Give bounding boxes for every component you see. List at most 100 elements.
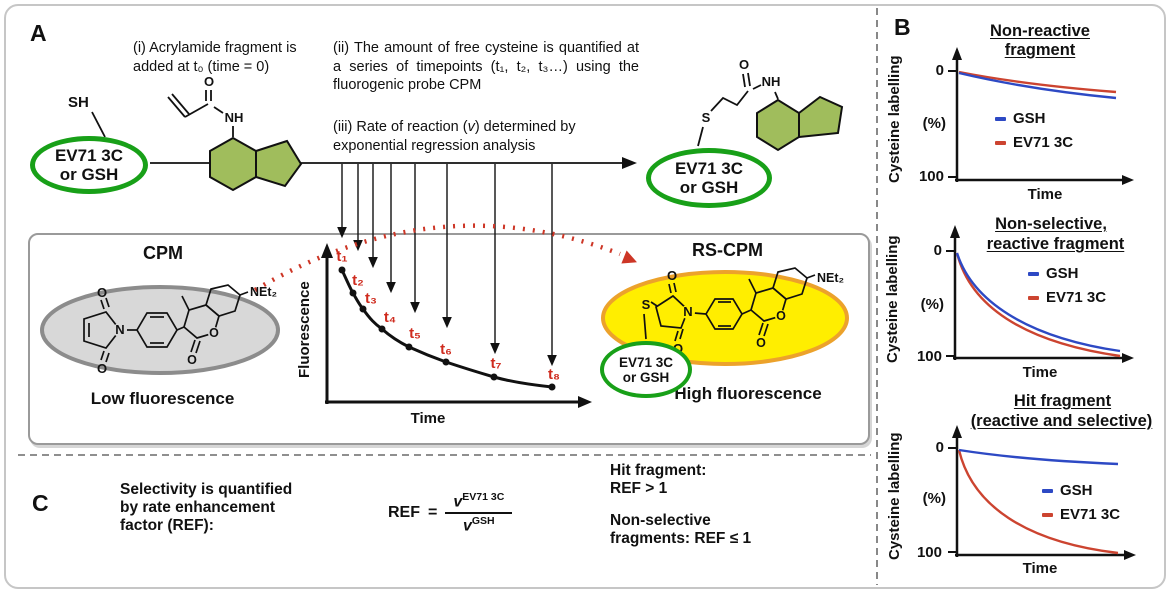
decay-curve-points <box>338 266 556 391</box>
timepoint-label-t1: t₁ <box>336 248 347 265</box>
atom-o: O <box>667 268 677 283</box>
timepoint-label-t6: t₆ <box>440 341 452 358</box>
curve-ev71 <box>955 252 1121 358</box>
ev71-line-swatch <box>995 140 1006 145</box>
plot2-ylabel: Cysteine labelling <box>884 235 901 363</box>
timepoint-label-t7: t₇ <box>491 355 502 372</box>
plot1-legend: GSH EV71 3C <box>995 110 1073 158</box>
plot-hit-fragment <box>948 425 1136 560</box>
ev71-line-swatch <box>1042 512 1053 517</box>
atom-o: O <box>209 326 219 340</box>
plot3-ymid: (%) <box>922 490 946 507</box>
step3-text: (iii) Rate of reaction (v) determined by… <box>333 119 576 154</box>
plot1-ytop: 0 <box>935 62 944 79</box>
curve-gsh <box>955 252 1121 353</box>
ref-formula: REF = vEV71 3C vGSH <box>388 491 513 536</box>
panel-b-label: B <box>894 14 911 40</box>
plot3-title-line1: Hit fragment <box>1013 392 1112 410</box>
plot2-xlabel: Time <box>1022 364 1058 381</box>
timepoint-label-t4: t₄ <box>384 309 396 326</box>
legend-item-ev71: EV71 3C <box>1042 506 1120 523</box>
plot3-ybottom: 100 <box>916 544 942 561</box>
plot3-ylabel: Cysteine labelling <box>886 432 903 560</box>
cpm-structure: N O O O O NEt₂ <box>40 284 280 376</box>
curve-gsh <box>958 71 1117 100</box>
timepoint-sampling-arrows <box>337 164 557 367</box>
rate-symbol-v: v <box>467 119 475 135</box>
plot3-ytop: 0 <box>935 439 944 456</box>
plot2-ybottom: 100 <box>916 348 942 365</box>
atom-o: O <box>187 353 197 367</box>
atom-net2: NEt₂ <box>817 271 844 285</box>
curve-ev71 <box>957 449 1119 555</box>
atom-o: O <box>97 361 107 376</box>
product-oval: EV71 3C or GSH <box>646 148 772 208</box>
ref-description: Selectivity is quantified by rate enhanc… <box>120 481 293 534</box>
formula-lhs: REF <box>388 504 420 522</box>
panel-c-label: C <box>32 490 49 516</box>
formula-numerator: vEV71 3C <box>445 491 513 515</box>
product-adduct-structure: S O NH <box>697 57 844 152</box>
plot3-legend: GSH EV71 3C <box>1042 482 1120 530</box>
timepoint-label-t2: t₂ <box>352 272 364 289</box>
plot2-ytop: 0 <box>933 242 942 259</box>
timepoint-label-t5: t₅ <box>409 325 421 342</box>
plot1-ymid: (%) <box>922 115 946 132</box>
plot-non-selective <box>946 225 1134 363</box>
atom-n: N <box>683 304 692 319</box>
plot1-title-line2: fragment <box>1004 41 1076 59</box>
fluorescence-decay-plot: t₁ t₂ t₃ t₄ t₅ t₆ t₇ t₈ <box>321 243 592 408</box>
atom-s: S <box>642 297 651 312</box>
panel-a-label: A <box>30 20 47 46</box>
formula-denominator: vGSH <box>462 515 495 535</box>
plot-non-reactive <box>948 47 1134 185</box>
atom-nh: NH <box>762 74 781 89</box>
plot1-ylabel: Cysteine labelling <box>886 55 903 183</box>
plot2-legend: GSH EV71 3C <box>1028 265 1106 313</box>
cpm-caption: Low fluorescence <box>90 389 235 408</box>
plot2-title-line1: Non-selective, <box>995 215 1107 233</box>
thiol-bond <box>91 111 106 138</box>
rscpm-title: RS-CPM <box>692 240 763 260</box>
atom-s: S <box>702 110 711 125</box>
plot2-ymid: (%) <box>920 296 944 313</box>
timepoint-label-t8: t₈ <box>548 366 560 383</box>
gsh-line-swatch <box>995 116 1006 121</box>
ev71-line-swatch <box>1028 295 1039 300</box>
plot3-title-line2: (reactive and selective) <box>970 412 1153 430</box>
legend-item-gsh: GSH <box>995 110 1073 127</box>
plot3-xlabel: Time <box>1022 560 1058 577</box>
red-dashed-transformation-arrow <box>253 223 637 292</box>
fluorescence-time-label: Time <box>410 410 446 427</box>
gsh-line-swatch <box>1042 488 1053 493</box>
plot1-xlabel: Time <box>1027 186 1063 203</box>
atom-o: O <box>97 285 107 300</box>
atom-net2: NEt₂ <box>250 285 277 299</box>
atom-n: N <box>115 322 124 337</box>
timepoint-label-t3: t₃ <box>365 290 377 307</box>
plot1-title-line1: Non-reactive <box>990 22 1090 40</box>
legend-item-ev71: EV71 3C <box>1028 289 1106 306</box>
atom-o: O <box>756 336 766 350</box>
curve-ev71 <box>958 70 1117 94</box>
acrylamide-fragment-structure: O NH <box>167 74 303 192</box>
rscpm-caption: High fluorescence <box>674 384 822 403</box>
hit-fragment-rule: Hit fragment: REF > 1 <box>610 462 707 497</box>
plot2-title-line2: reactive fragment <box>986 235 1125 253</box>
fluorescence-axis-label: Fluorescence <box>296 281 313 378</box>
plot1-ybottom: 100 <box>918 168 944 185</box>
step1-text: (i) Acrylamide fragment is added at t₀ (… <box>133 40 297 75</box>
atom-o: O <box>739 57 749 72</box>
legend-item-gsh: GSH <box>1028 265 1106 282</box>
thiol-label: SH <box>68 94 89 111</box>
formula-fraction: vEV71 3C vGSH <box>445 491 513 536</box>
reactant-oval: EV71 3C or GSH <box>30 136 148 194</box>
curve-gsh <box>958 448 1119 466</box>
atom-o: O <box>776 309 786 323</box>
non-selective-rule: Non-selective fragments: REF ≤ 1 <box>610 512 752 547</box>
gsh-line-swatch <box>1028 271 1039 276</box>
legend-item-gsh: GSH <box>1042 482 1120 499</box>
rscpm-adduct-oval: EV71 3C or GSH <box>600 341 692 398</box>
